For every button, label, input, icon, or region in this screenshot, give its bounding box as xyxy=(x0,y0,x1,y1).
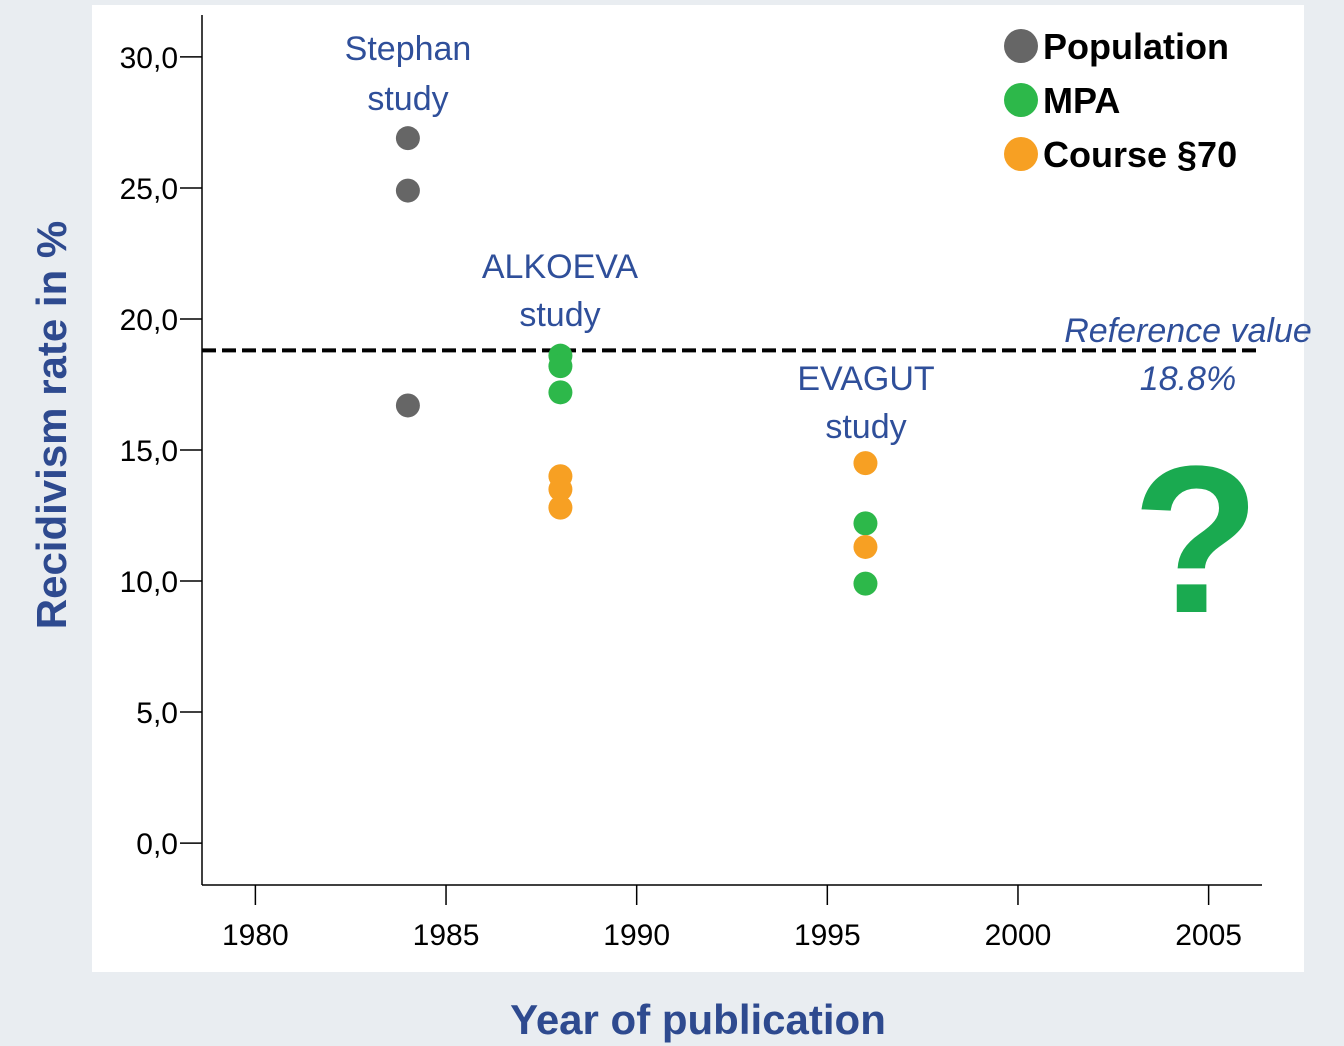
x-tick-label: 1995 xyxy=(794,919,861,952)
point xyxy=(395,393,420,418)
x-tick-label: 1990 xyxy=(603,919,670,952)
x-axis-label: Year of publication xyxy=(510,996,886,1043)
annotation-line: study xyxy=(519,296,600,334)
point xyxy=(548,495,573,520)
y-tick-label: 25,0 xyxy=(120,173,178,206)
legend-marker xyxy=(1004,29,1038,63)
legend-label: Course §70 xyxy=(1043,134,1237,175)
legend-label: MPA xyxy=(1043,80,1120,121)
point xyxy=(395,126,420,151)
plot-panel xyxy=(92,5,1304,972)
point xyxy=(548,477,573,502)
x-tick-label: 1980 xyxy=(222,919,289,952)
point xyxy=(853,571,878,596)
y-tick-label: 0,0 xyxy=(136,828,178,861)
annotation-line: ALKOEVA xyxy=(482,248,639,286)
annotation-line: Stephan xyxy=(345,30,472,68)
annotation-line: study xyxy=(825,408,906,446)
reference-label: Reference value 18.8% xyxy=(1064,312,1312,398)
y-tick-label: 20,0 xyxy=(120,304,178,337)
annotation-line: study xyxy=(367,80,448,118)
y-tick-label: 30,0 xyxy=(120,42,178,75)
y-tick-label: 15,0 xyxy=(120,435,178,468)
annotation: ALKOEVA study xyxy=(482,248,639,334)
point xyxy=(395,178,420,203)
annotation: Stephan study xyxy=(345,30,472,118)
x-tick-label: 1985 xyxy=(413,919,480,952)
question-mark: ? xyxy=(1132,422,1260,657)
annotation: EVAGUT study xyxy=(797,360,934,446)
point xyxy=(853,511,878,536)
point xyxy=(853,534,878,559)
x-tick-label: 2005 xyxy=(1175,919,1242,952)
legend-marker xyxy=(1004,83,1038,117)
annotation-line: EVAGUT xyxy=(797,360,934,398)
legend-label: Population xyxy=(1043,26,1229,67)
reference-label-line: 18.8% xyxy=(1140,360,1236,398)
x-tick-label: 2000 xyxy=(985,919,1052,952)
point xyxy=(853,451,878,476)
reference-label-line: Reference value xyxy=(1064,312,1312,350)
y-tick-label: 10,0 xyxy=(120,566,178,599)
point xyxy=(548,354,573,379)
legend-marker xyxy=(1004,137,1038,171)
y-tick-label: 5,0 xyxy=(136,697,178,730)
y-axis-label: Recidivism rate in % xyxy=(28,221,75,630)
point xyxy=(548,380,573,405)
